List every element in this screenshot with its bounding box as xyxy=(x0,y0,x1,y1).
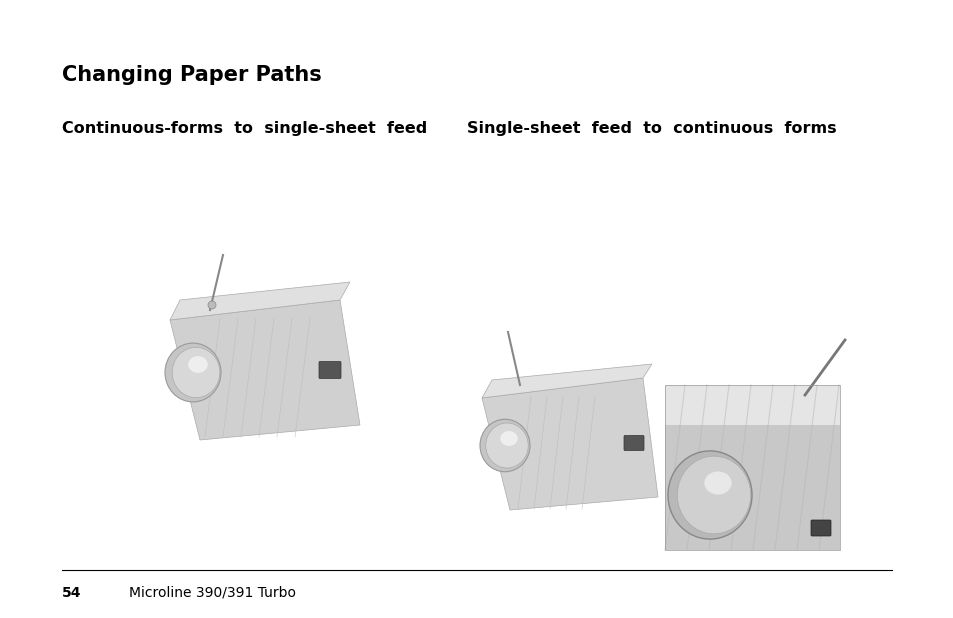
Ellipse shape xyxy=(667,451,751,539)
Bar xyxy=(664,385,840,425)
Bar xyxy=(664,385,840,550)
Polygon shape xyxy=(170,282,350,320)
FancyBboxPatch shape xyxy=(318,362,340,378)
Ellipse shape xyxy=(703,472,731,494)
Ellipse shape xyxy=(499,431,517,446)
Ellipse shape xyxy=(165,343,221,402)
Bar xyxy=(664,385,840,550)
FancyBboxPatch shape xyxy=(623,436,643,451)
Ellipse shape xyxy=(188,356,208,373)
FancyBboxPatch shape xyxy=(810,520,830,536)
Circle shape xyxy=(208,301,215,309)
Polygon shape xyxy=(481,378,658,510)
Ellipse shape xyxy=(485,423,528,468)
Ellipse shape xyxy=(172,347,219,398)
Polygon shape xyxy=(481,364,651,398)
Text: Microline 390/391 Turbo: Microline 390/391 Turbo xyxy=(129,586,295,600)
Polygon shape xyxy=(170,300,359,440)
Text: 54: 54 xyxy=(62,586,81,600)
Ellipse shape xyxy=(677,456,750,534)
Text: Continuous-forms  to  single-sheet  feed: Continuous-forms to single-sheet feed xyxy=(62,121,427,135)
Text: Changing Paper Paths: Changing Paper Paths xyxy=(62,65,321,85)
Text: Single-sheet  feed  to  continuous  forms: Single-sheet feed to continuous forms xyxy=(467,121,836,135)
Ellipse shape xyxy=(479,419,530,472)
